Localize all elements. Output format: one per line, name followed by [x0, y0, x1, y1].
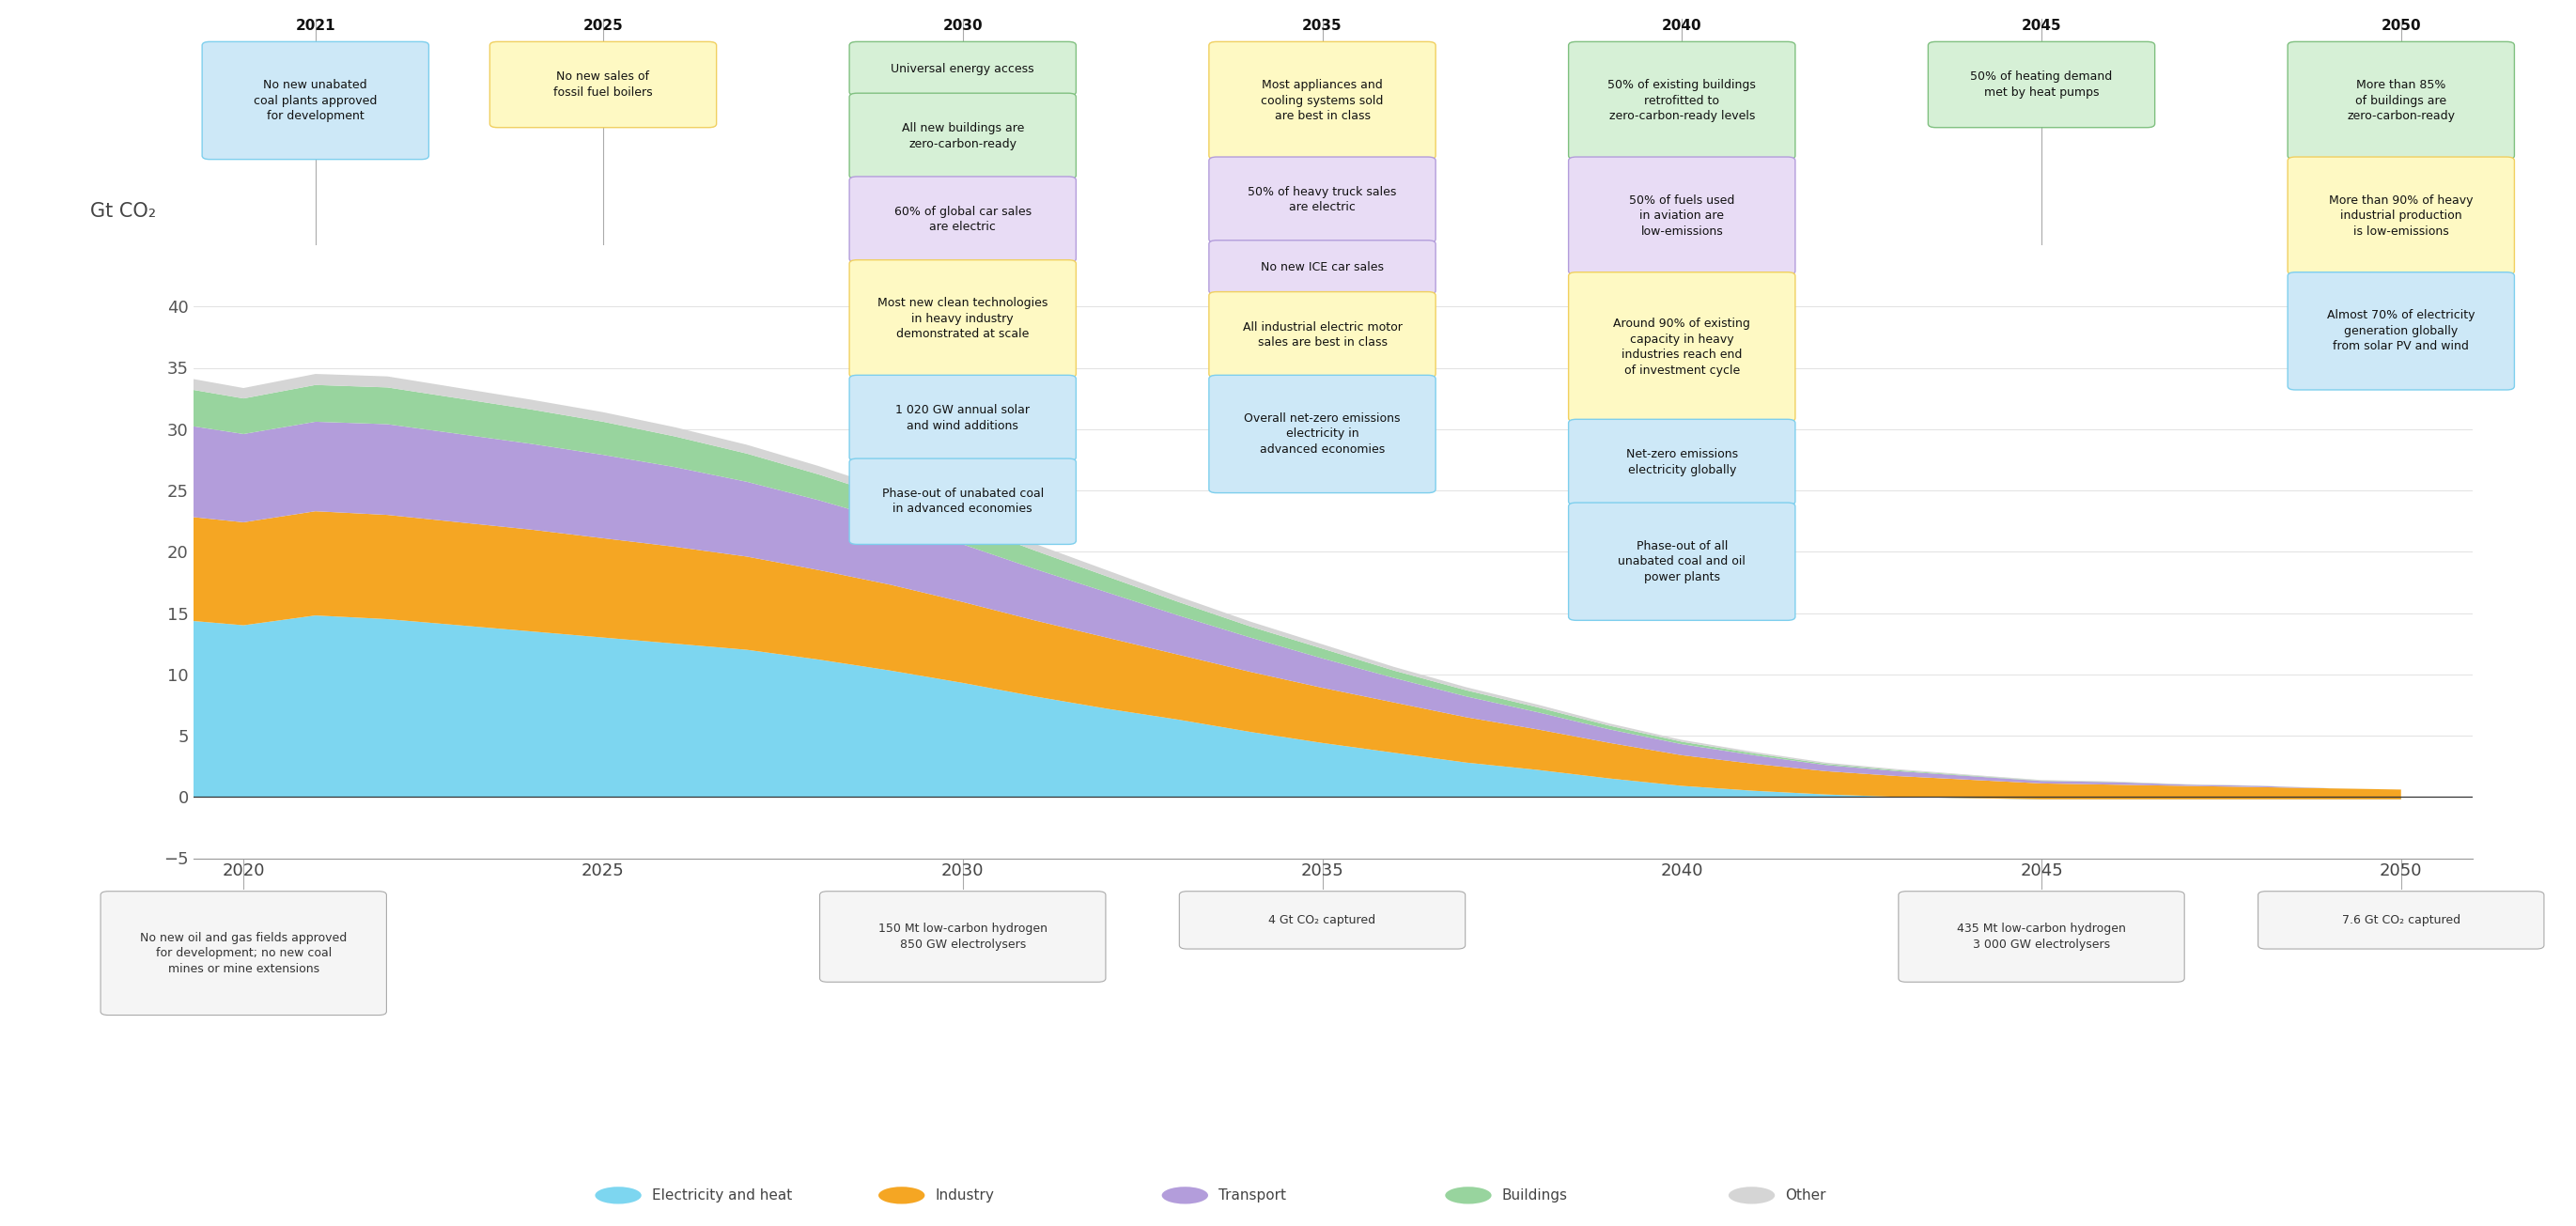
Text: Other: Other: [1785, 1188, 1826, 1203]
Text: 150 Mt low-carbon hydrogen
850 GW electrolysers: 150 Mt low-carbon hydrogen 850 GW electr…: [878, 923, 1048, 950]
Text: Around 90% of existing
capacity in heavy
industries reach end
of investment cycl: Around 90% of existing capacity in heavy…: [1613, 318, 1752, 376]
Text: Phase-out of unabated coal
in advanced economies: Phase-out of unabated coal in advanced e…: [881, 488, 1043, 515]
Text: Industry: Industry: [935, 1188, 994, 1203]
Text: No new ICE car sales: No new ICE car sales: [1260, 261, 1383, 273]
Text: More than 85%
of buildings are
zero-carbon-ready: More than 85% of buildings are zero-carb…: [2347, 78, 2455, 123]
Text: Electricity and heat: Electricity and heat: [652, 1188, 791, 1203]
Text: Universal energy access: Universal energy access: [891, 63, 1036, 75]
Text: 2035: 2035: [1303, 18, 1342, 32]
Text: 50% of fuels used
in aviation are
low-emissions: 50% of fuels used in aviation are low-em…: [1628, 194, 1734, 238]
Text: Most new clean technologies
in heavy industry
demonstrated at scale: Most new clean technologies in heavy ind…: [878, 297, 1048, 341]
Text: 7.6 Gt CO₂ captured: 7.6 Gt CO₂ captured: [2342, 915, 2460, 926]
Text: Gt CO₂: Gt CO₂: [90, 202, 157, 221]
Text: 1 020 GW annual solar
and wind additions: 1 020 GW annual solar and wind additions: [896, 405, 1030, 432]
Text: 2025: 2025: [582, 18, 623, 32]
Text: All industrial electric motor
sales are best in class: All industrial electric motor sales are …: [1242, 321, 1401, 348]
Text: No new unabated
coal plants approved
for development: No new unabated coal plants approved for…: [255, 78, 376, 123]
Text: Almost 70% of electricity
generation globally
from solar PV and wind: Almost 70% of electricity generation glo…: [2326, 309, 2476, 353]
Text: 2030: 2030: [943, 18, 981, 32]
Text: 2040: 2040: [1662, 18, 1703, 32]
Text: Buildings: Buildings: [1502, 1188, 1569, 1203]
Text: 2045: 2045: [2022, 18, 2061, 32]
Text: 50% of existing buildings
retrofitted to
zero-carbon-ready levels: 50% of existing buildings retrofitted to…: [1607, 78, 1757, 123]
Text: More than 90% of heavy
industrial production
is low-emissions: More than 90% of heavy industrial produc…: [2329, 194, 2473, 238]
Text: Net-zero emissions
electricity globally: Net-zero emissions electricity globally: [1625, 449, 1739, 476]
Text: 50% of heavy truck sales
are electric: 50% of heavy truck sales are electric: [1247, 186, 1396, 213]
Text: 2050: 2050: [2380, 18, 2421, 32]
Text: 4 Gt CO₂ captured: 4 Gt CO₂ captured: [1270, 915, 1376, 926]
Text: No new sales of
fossil fuel boilers: No new sales of fossil fuel boilers: [554, 71, 652, 98]
Text: 435 Mt low-carbon hydrogen
3 000 GW electrolysers: 435 Mt low-carbon hydrogen 3 000 GW elec…: [1958, 923, 2125, 950]
Text: Transport: Transport: [1218, 1188, 1285, 1203]
Text: Phase-out of all
unabated coal and oil
power plants: Phase-out of all unabated coal and oil p…: [1618, 539, 1747, 584]
Text: All new buildings are
zero-carbon-ready: All new buildings are zero-carbon-ready: [902, 123, 1023, 150]
Text: Most appliances and
cooling systems sold
are best in class: Most appliances and cooling systems sold…: [1262, 78, 1383, 123]
Text: 60% of global car sales
are electric: 60% of global car sales are electric: [894, 206, 1030, 233]
Text: 50% of heating demand
met by heat pumps: 50% of heating demand met by heat pumps: [1971, 71, 2112, 98]
Text: Overall net-zero emissions
electricity in
advanced economies: Overall net-zero emissions electricity i…: [1244, 412, 1401, 456]
Text: 2021: 2021: [296, 18, 335, 32]
Text: No new oil and gas fields approved
for development; no new coal
mines or mine ex: No new oil and gas fields approved for d…: [139, 932, 348, 975]
